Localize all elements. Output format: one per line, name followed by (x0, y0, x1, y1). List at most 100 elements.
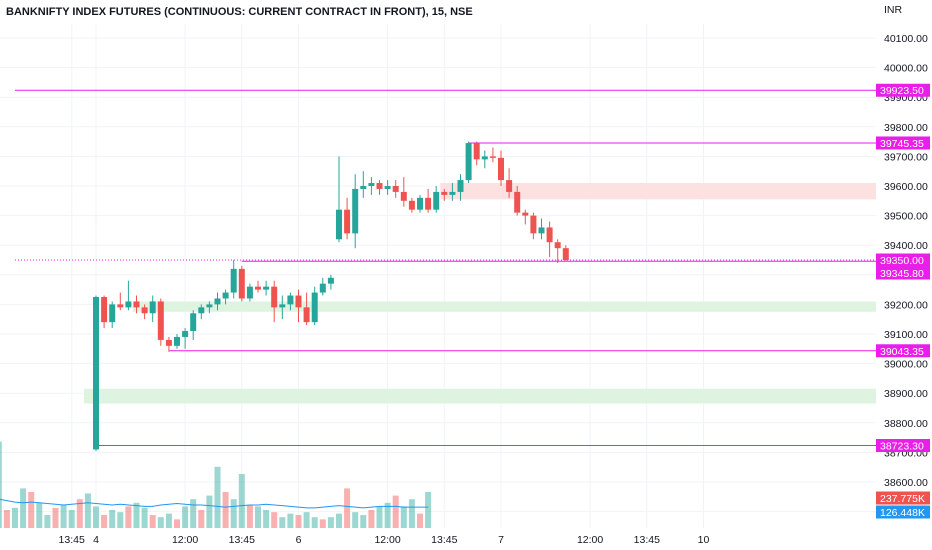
time-tick-label: 12:00 (374, 534, 400, 546)
candle (546, 221, 553, 258)
volume-bar (400, 506, 407, 528)
candle-body (514, 191, 521, 213)
candle (279, 295, 286, 320)
volume-bar (117, 512, 124, 528)
candle-body (263, 286, 270, 290)
volume-bar (368, 510, 375, 528)
candle (433, 186, 440, 213)
level-price-label-text: 39043.35 (880, 346, 924, 358)
volume-label-text: 237.775K (880, 493, 925, 505)
candle-body (271, 286, 278, 308)
volume-bar (60, 504, 67, 528)
time-tick-label: 4 (93, 534, 99, 546)
candle-body (400, 191, 407, 201)
volume-bar (425, 492, 432, 528)
volume-bar (20, 488, 27, 528)
volume-bar (246, 504, 253, 528)
candle (133, 295, 140, 314)
level-price-label: 39345.80 (876, 266, 930, 280)
candle (473, 141, 480, 166)
candle (562, 245, 569, 262)
candle (117, 292, 124, 311)
volume-bar (133, 502, 140, 528)
volume-bar (255, 506, 261, 528)
candle-body (303, 307, 310, 323)
candle-body (327, 277, 334, 284)
candle-body (190, 313, 197, 332)
candle (125, 280, 132, 311)
volume-bar (93, 506, 99, 528)
candle (165, 336, 172, 352)
candle-body (489, 156, 496, 158)
price-axis: 40100.0040000.0039900.0039800.0039700.00… (876, 33, 930, 519)
candle (246, 283, 253, 302)
candle (182, 328, 189, 349)
candle-body (433, 191, 440, 210)
volume-bar (157, 517, 164, 528)
candle-body (230, 268, 237, 293)
time-tick-label: 12:00 (577, 534, 603, 546)
level-price-label: 38723.30 (876, 439, 930, 453)
candle-body (457, 180, 464, 192)
volume-bar (198, 510, 205, 528)
volume-bar (206, 495, 213, 528)
candle (489, 147, 496, 163)
candle (417, 194, 423, 213)
candle-body (238, 268, 245, 299)
candle-body (109, 304, 116, 323)
volume-bar (222, 492, 229, 528)
volume-bar (271, 512, 278, 528)
candle-body (417, 197, 423, 210)
candle-body (93, 297, 99, 450)
candle-body (246, 286, 253, 299)
candles (93, 141, 569, 451)
volume-bar (360, 515, 367, 528)
volume-bar (319, 519, 326, 528)
volume-bar (44, 515, 51, 528)
candle (498, 150, 504, 186)
candle-body (360, 186, 367, 189)
price-tick-label: 39100.00 (884, 329, 928, 341)
candle (206, 301, 213, 314)
price-tick-label: 39800.00 (884, 122, 928, 134)
candle-body (465, 143, 472, 181)
candle (392, 180, 399, 198)
volume-bar (0, 441, 2, 528)
time-tick-label: 13:45 (634, 534, 660, 546)
candle-body (141, 307, 148, 314)
price-tick-label: 39700.00 (884, 151, 928, 163)
volume-bar (376, 506, 383, 528)
volume-bar (84, 493, 91, 528)
volume-bar (36, 502, 43, 528)
volume-bar (76, 499, 83, 528)
volume-bar (141, 507, 148, 528)
candle-body (449, 191, 456, 195)
candle (319, 277, 326, 296)
candle (271, 280, 278, 323)
candle-body (165, 339, 172, 346)
time-tick-label: 6 (296, 534, 302, 546)
candle-body (206, 304, 213, 308)
candle-body (344, 209, 351, 234)
candle-body (125, 301, 132, 308)
volume-bar (174, 519, 180, 528)
candle (530, 212, 537, 240)
candle (198, 304, 205, 320)
candle-body (376, 183, 383, 189)
candle (149, 295, 156, 323)
level-price-label-bg (876, 439, 930, 453)
supply-zone (440, 183, 876, 200)
candle-body (149, 301, 156, 314)
volume-bar (109, 510, 116, 528)
level-price-label: 39923.50 (876, 83, 930, 97)
volume-ma-line (0, 498, 429, 509)
candle (109, 301, 116, 329)
time-tick-label: 13:45 (431, 534, 457, 546)
candle-body (506, 180, 513, 192)
level-lines (15, 89, 876, 447)
candle-body (546, 227, 553, 243)
level-price-label-text: 39923.50 (880, 85, 924, 97)
volume-bar (352, 512, 359, 528)
candle-body (198, 307, 205, 314)
candle (157, 298, 164, 346)
